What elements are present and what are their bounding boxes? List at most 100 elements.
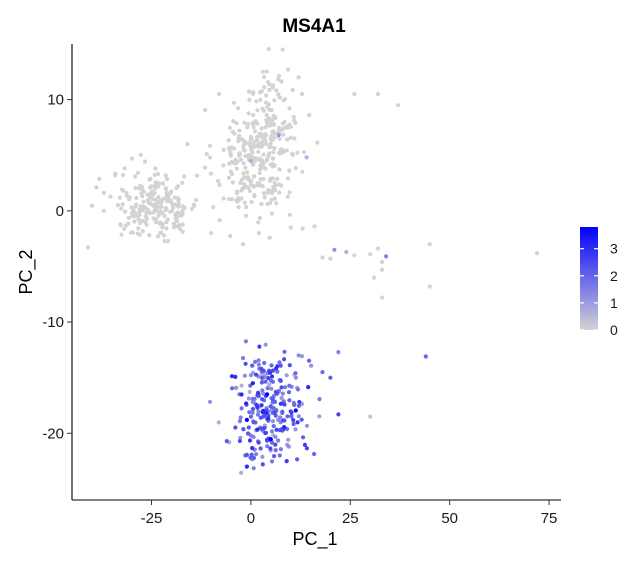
data-point	[217, 218, 222, 223]
data-point	[251, 420, 256, 425]
data-point	[261, 152, 266, 157]
data-point	[160, 181, 166, 186]
data-point	[270, 368, 276, 373]
data-point	[129, 156, 135, 161]
data-point	[234, 166, 239, 171]
data-point	[180, 222, 185, 227]
data-point	[257, 170, 262, 175]
data-point	[263, 125, 268, 130]
data-point	[259, 380, 264, 385]
data-point	[279, 79, 284, 84]
data-point	[164, 176, 170, 182]
data-point	[142, 159, 148, 164]
data-point	[235, 189, 240, 194]
data-point	[185, 142, 190, 147]
data-point	[159, 204, 164, 210]
data-point	[280, 409, 285, 414]
data-point	[248, 134, 254, 139]
data-point	[226, 197, 231, 202]
data-point	[279, 395, 284, 401]
data-point	[277, 95, 282, 100]
data-point	[260, 159, 265, 164]
data-point	[237, 438, 242, 444]
data-point	[273, 115, 278, 121]
data-point	[134, 202, 139, 207]
data-point	[287, 383, 292, 388]
data-point	[228, 152, 233, 157]
data-point	[164, 226, 169, 231]
data-point	[263, 430, 268, 436]
data-point	[148, 185, 153, 190]
data-point	[150, 193, 155, 198]
data-point	[247, 89, 252, 94]
data-point	[249, 182, 254, 187]
data-point	[376, 246, 381, 251]
data-point	[262, 360, 267, 366]
data-point	[273, 434, 278, 439]
data-point	[237, 128, 242, 133]
data-point	[251, 90, 256, 95]
data-point	[287, 212, 292, 217]
data-point	[250, 121, 255, 126]
data-point	[252, 174, 257, 179]
data-point	[258, 97, 263, 102]
data-point	[307, 113, 312, 118]
data-point	[255, 157, 260, 162]
data-point	[270, 419, 275, 424]
data-point	[269, 440, 275, 445]
x-tick-label: 0	[247, 510, 255, 527]
data-point	[260, 462, 265, 467]
data-point	[248, 373, 254, 378]
data-point	[259, 201, 264, 207]
data-point	[242, 141, 247, 146]
data-point	[240, 137, 245, 142]
data-point	[204, 152, 209, 157]
data-point	[273, 442, 278, 447]
data-point	[275, 438, 281, 443]
data-point	[180, 204, 185, 209]
data-point	[279, 127, 284, 132]
data-point	[278, 401, 283, 406]
data-point	[156, 195, 161, 200]
data-point	[128, 230, 133, 235]
data-point	[276, 150, 282, 155]
data-point	[108, 194, 113, 199]
data-point	[139, 191, 144, 196]
data-point	[257, 344, 262, 349]
data-point	[290, 88, 295, 93]
data-point	[234, 121, 239, 126]
data-point	[178, 211, 184, 216]
data-point	[285, 194, 290, 199]
data-point	[207, 143, 212, 148]
data-point	[272, 454, 277, 459]
data-point	[255, 427, 260, 432]
data-point	[138, 152, 143, 157]
data-point	[252, 194, 257, 199]
data-point	[230, 180, 235, 185]
data-point	[229, 197, 234, 202]
data-point	[328, 256, 333, 261]
data-point	[270, 176, 275, 181]
data-point	[281, 98, 286, 103]
data-point	[89, 203, 95, 208]
data-point	[264, 142, 269, 147]
data-point	[132, 219, 137, 224]
data-point	[262, 195, 267, 200]
data-point	[203, 107, 208, 113]
data-point	[246, 111, 251, 116]
data-point	[317, 397, 322, 402]
data-point	[247, 438, 253, 443]
data-point	[269, 189, 274, 194]
data-point	[176, 196, 181, 201]
data-point	[226, 175, 232, 180]
data-point	[299, 417, 304, 422]
data-point	[237, 133, 242, 139]
data-point	[264, 117, 269, 123]
data-point	[138, 221, 143, 226]
data-point	[251, 455, 257, 461]
data-point	[251, 161, 256, 166]
data-point	[126, 215, 131, 220]
data-point	[269, 108, 274, 113]
data-point	[145, 192, 150, 197]
data-point	[145, 198, 150, 203]
